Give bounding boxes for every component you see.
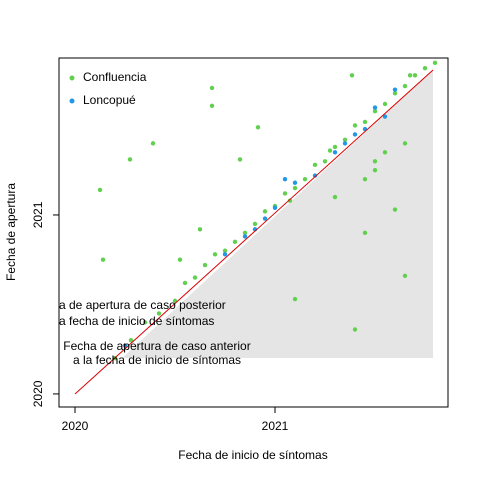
annotation: a la fecha de inicio de síntomas [73, 353, 241, 367]
point [402, 141, 408, 146]
point [332, 194, 338, 200]
point [402, 273, 408, 279]
point [407, 73, 413, 78]
annotation: a fecha de inicio de síntomas [59, 314, 214, 328]
point [327, 148, 333, 153]
point [422, 66, 428, 71]
legend-label: Confluencia [83, 70, 147, 84]
point [312, 173, 318, 178]
annotations: a de apertura de caso posterior a fecha d… [59, 298, 251, 367]
point [342, 137, 348, 142]
point [352, 123, 358, 128]
x-axis-title: Fecha de inicio de síntomas [178, 448, 327, 462]
point [202, 262, 208, 268]
point [272, 205, 278, 211]
point [282, 191, 288, 196]
point [192, 275, 198, 280]
point [362, 176, 368, 182]
y-tick-label: 2020 [31, 380, 45, 407]
point [150, 141, 156, 146]
point [242, 234, 248, 239]
point [322, 159, 328, 164]
point [382, 101, 388, 107]
point [362, 230, 368, 236]
x-tick-label: 2020 [62, 419, 89, 433]
point [382, 114, 388, 119]
point [332, 144, 338, 150]
point [432, 60, 438, 66]
point [332, 150, 338, 155]
point [142, 320, 148, 325]
point [392, 91, 398, 96]
point [222, 252, 228, 257]
point [209, 85, 215, 91]
point [282, 176, 288, 182]
point [352, 327, 358, 332]
point [302, 176, 308, 182]
point [182, 280, 188, 286]
point [242, 230, 248, 236]
plot-frame [58, 57, 449, 408]
annotation: a de apertura de caso posterior [59, 298, 226, 312]
identity-line [74, 69, 434, 395]
x-tick-label: 2021 [262, 419, 289, 433]
point [292, 296, 298, 302]
point [127, 157, 133, 162]
point [232, 239, 238, 245]
point [392, 207, 398, 212]
annotation: Fecha de apertura de caso anterior [63, 339, 250, 353]
point [372, 159, 378, 164]
point [312, 162, 318, 168]
point [262, 216, 268, 221]
point [156, 311, 162, 316]
legend-marker [69, 75, 75, 81]
point [372, 105, 378, 110]
point [287, 198, 293, 203]
point [292, 185, 298, 191]
point [252, 221, 258, 227]
point [262, 209, 268, 214]
point [382, 150, 388, 155]
point [342, 141, 348, 146]
point [402, 83, 408, 89]
point [97, 187, 103, 193]
point [128, 338, 134, 343]
point [237, 157, 243, 162]
point [349, 73, 355, 78]
point [122, 343, 128, 348]
y-tick-label: 2021 [31, 201, 45, 228]
plot-area [97, 60, 438, 361]
point [255, 125, 261, 130]
legend-marker [69, 98, 75, 104]
point [209, 103, 215, 108]
region-shade [122, 70, 433, 358]
point [392, 87, 398, 92]
point [372, 108, 378, 114]
point [362, 119, 368, 125]
point [177, 257, 183, 262]
point [292, 180, 298, 185]
point [352, 132, 358, 137]
point [197, 227, 203, 232]
legend-label: Loncopué [83, 93, 136, 107]
y-axis-title: Fecha de apertura [4, 183, 18, 281]
point [100, 257, 106, 262]
point [372, 168, 378, 173]
point [212, 252, 218, 257]
point [412, 73, 418, 78]
point [222, 248, 228, 253]
